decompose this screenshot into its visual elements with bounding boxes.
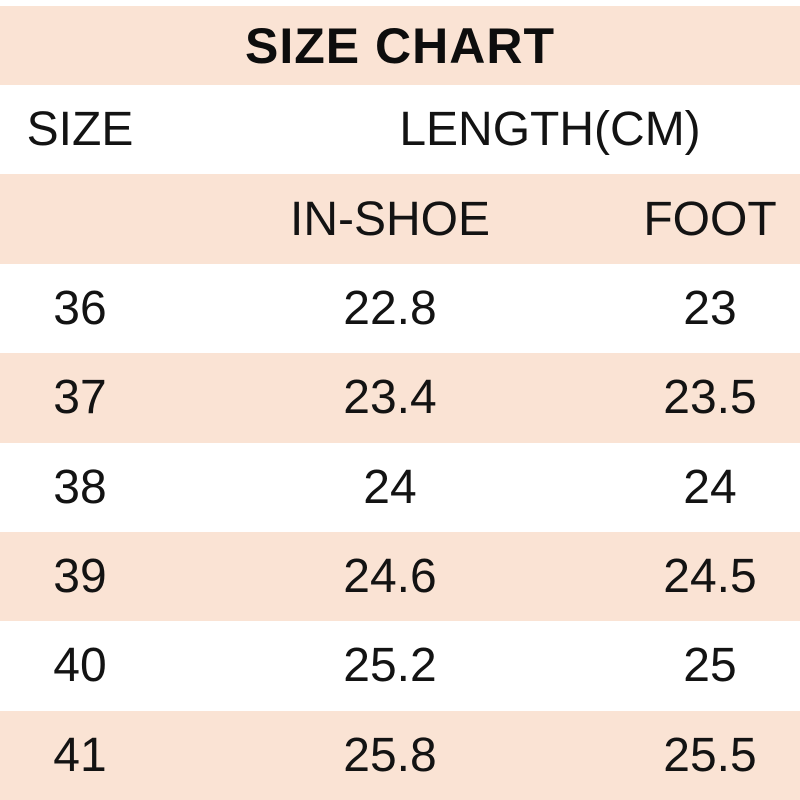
size-chart-title: SIZE CHART [245, 17, 555, 74]
header-size: SIZE [26, 103, 134, 157]
in-shoe-cell: 25.8 [343, 728, 437, 782]
size-cell: 37 [53, 371, 107, 425]
foot-cell: 23 [683, 281, 737, 335]
foot-cell: 23.5 [663, 371, 757, 425]
size-chart-title-banner: SIZE CHART [0, 6, 800, 85]
table-row: 39 24.6 24.5 [0, 531, 800, 622]
foot-cell: 25.5 [663, 728, 757, 782]
in-shoe-cell: 23.4 [343, 371, 437, 425]
size-cell: 40 [53, 639, 107, 693]
subheader-row: IN-SHOE FOOT [0, 174, 800, 264]
foot-cell: 24.5 [663, 550, 757, 604]
header-row: SIZE LENGTH(CM) [0, 85, 800, 175]
foot-cell: 25 [683, 639, 737, 693]
in-shoe-cell: 25.2 [343, 639, 437, 693]
table-row: 40 25.2 25 [0, 621, 800, 711]
size-cell: 39 [53, 550, 107, 604]
table-row: 41 25.8 25.5 [0, 710, 800, 800]
header-length-cm: LENGTH(CM) [399, 103, 701, 157]
table-row: 36 22.8 23 [0, 263, 800, 354]
subheader-in-shoe: IN-SHOE [289, 192, 490, 246]
table-row: 38 24 24 [0, 442, 800, 532]
subheader-empty-cell [0, 174, 160, 263]
in-shoe-cell: 22.8 [343, 281, 437, 335]
in-shoe-cell: 24 [363, 460, 417, 514]
foot-cell: 24 [683, 460, 737, 514]
size-cell: 41 [53, 728, 107, 782]
size-cell: 38 [53, 460, 107, 514]
table-row: 37 23.4 23.5 [0, 353, 800, 443]
subheader-foot: FOOT [643, 192, 777, 246]
table-body: 36 22.8 23 37 23.4 23.5 38 24 24 39 24.6 24.5 40 25.2… [0, 263, 800, 800]
in-shoe-cell: 24.6 [343, 550, 437, 604]
size-cell: 36 [53, 281, 107, 335]
